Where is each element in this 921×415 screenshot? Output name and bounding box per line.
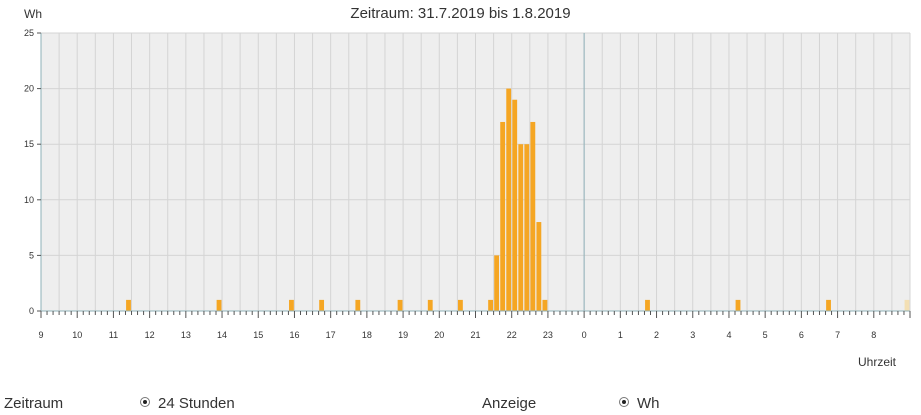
bar bbox=[904, 299, 910, 311]
anzeige-radio[interactable] bbox=[619, 397, 629, 407]
y-tick-label: 20 bbox=[24, 84, 34, 94]
x-tick-label: 14 bbox=[217, 330, 227, 340]
bar bbox=[494, 255, 500, 311]
chart-title: Zeitraum: 31.7.2019 bis 1.8.2019 bbox=[350, 5, 571, 22]
bar bbox=[397, 299, 403, 311]
x-tick-label: 5 bbox=[763, 330, 768, 340]
x-tick-label: 17 bbox=[326, 330, 336, 340]
x-tick-label: 7 bbox=[835, 330, 840, 340]
bar bbox=[735, 299, 741, 311]
y-tick-label: 0 bbox=[29, 306, 34, 316]
bar bbox=[216, 299, 222, 311]
anzeige-option-label[interactable]: Wh bbox=[637, 395, 660, 412]
anzeige-label: Anzeige bbox=[482, 395, 537, 412]
x-tick-label: 20 bbox=[434, 330, 444, 340]
bars bbox=[126, 88, 910, 312]
bar bbox=[126, 299, 131, 311]
x-tick-label: 13 bbox=[181, 330, 191, 340]
y-tick-label: 10 bbox=[24, 195, 34, 205]
bar bbox=[289, 299, 294, 311]
x-tick-label: 16 bbox=[289, 330, 299, 340]
bar bbox=[355, 299, 361, 311]
x-tick-label: 21 bbox=[470, 330, 480, 340]
bar bbox=[524, 144, 530, 311]
x-tick-label: 15 bbox=[253, 330, 263, 340]
y-tick-label: 25 bbox=[24, 28, 34, 38]
x-tick-label: 6 bbox=[799, 330, 804, 340]
bar bbox=[512, 99, 518, 311]
bar bbox=[826, 299, 831, 311]
x-tick-label: 22 bbox=[507, 330, 517, 340]
zeitraum-label: Zeitraum bbox=[4, 395, 64, 412]
bar bbox=[488, 299, 494, 311]
x-tick-label: 2 bbox=[654, 330, 659, 340]
x-tick-label: 10 bbox=[72, 330, 82, 340]
zeitraum-radio[interactable] bbox=[140, 397, 150, 407]
bar bbox=[319, 299, 325, 311]
x-tick-label: 9 bbox=[38, 330, 43, 340]
x-tick-label: 18 bbox=[362, 330, 372, 340]
x-tick-label: 12 bbox=[145, 330, 155, 340]
x-tick-label: 0 bbox=[582, 330, 587, 340]
bar bbox=[530, 121, 536, 312]
x-tick-label: 19 bbox=[398, 330, 408, 340]
bar bbox=[542, 299, 548, 311]
x-tick-label: 11 bbox=[109, 330, 118, 340]
bar bbox=[506, 88, 512, 311]
bar bbox=[536, 222, 542, 311]
axes bbox=[37, 32, 911, 318]
x-tick-label: 8 bbox=[871, 330, 876, 340]
y-axis-unit-label: Wh bbox=[24, 7, 42, 21]
bar bbox=[457, 299, 463, 311]
y-tick-label: 5 bbox=[29, 250, 34, 260]
bar bbox=[645, 299, 650, 311]
bar bbox=[518, 144, 524, 311]
x-tick-label: 1 bbox=[618, 330, 623, 340]
zeitraum-option-label[interactable]: 24 Stunden bbox=[158, 395, 235, 412]
x-axis-unit-label: Uhrzeit bbox=[858, 355, 897, 369]
bar bbox=[500, 121, 506, 312]
x-tick-label: 4 bbox=[726, 330, 731, 340]
x-tick-label: 23 bbox=[543, 330, 553, 340]
bar bbox=[427, 299, 433, 311]
x-tick-label: 3 bbox=[690, 330, 695, 340]
y-tick-label: 15 bbox=[24, 139, 34, 149]
